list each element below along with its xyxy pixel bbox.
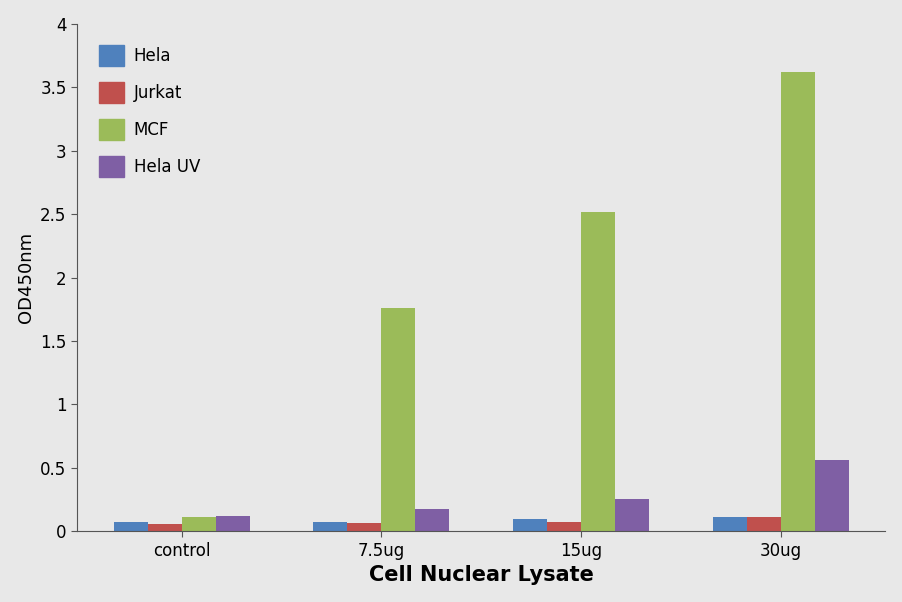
Bar: [313, 523, 347, 532]
Bar: [114, 523, 148, 532]
Legend: Hela, Jurkat, MCF, Hela UV: Hela, Jurkat, MCF, Hela UV: [86, 32, 214, 190]
Bar: [513, 519, 548, 532]
Bar: [548, 522, 581, 532]
Bar: [382, 308, 415, 532]
Bar: [415, 509, 449, 532]
Y-axis label: OD450nm: OD450nm: [16, 232, 34, 323]
Bar: [815, 460, 849, 532]
Bar: [347, 523, 382, 532]
Bar: [615, 499, 649, 532]
Bar: [181, 517, 216, 532]
Bar: [781, 72, 815, 532]
X-axis label: Cell Nuclear Lysate: Cell Nuclear Lysate: [369, 565, 594, 585]
Bar: [713, 517, 747, 532]
Bar: [581, 211, 615, 532]
Bar: [148, 524, 181, 532]
Bar: [747, 517, 781, 532]
Bar: [216, 516, 250, 532]
